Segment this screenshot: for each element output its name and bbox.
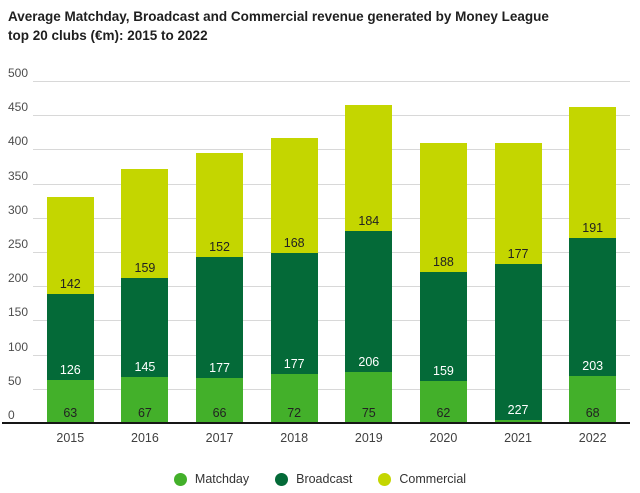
bar-segment-2020-matchday [419,380,467,423]
bar-segment-2022-matchday [569,376,617,423]
gridline-400 [33,149,630,151]
x-axis-label-2022: 2022 [578,431,607,445]
gridline-250 [33,252,630,253]
bar-label-2017-broadcast: 177 [209,360,230,375]
bar-label-2021-commercial: 177 [507,247,529,262]
bar-label-2017-matchday: 66 [212,406,227,420]
bar-label-2018-matchday: 72 [287,406,302,420]
bar-label-2016-commercial: 159 [134,260,156,275]
chart-title: Average Matchday, Broadcast and Commerci… [8,7,608,45]
bar-label-2016-matchday: 67 [137,406,152,420]
y-axis-label-200: 200 [8,271,29,286]
bar-segment-2018-matchday [270,373,318,423]
gridline-100 [33,354,630,356]
bar-label-2020-matchday: 62 [436,406,451,420]
bar-label-2018-commercial: 168 [283,235,305,250]
bar-segment-2021-matchday [494,419,542,423]
y-axis-label-50: 50 [8,373,22,388]
bar-label-2015-matchday: 63 [63,406,78,420]
bar-segment-2020-commercial [419,143,467,272]
y-axis-label-400: 400 [8,134,29,149]
bar-segment-2015-matchday [46,379,94,423]
y-axis-label-0: 0 [8,408,15,422]
x-axis-label-2015: 2015 [56,431,85,445]
bar-label-2019-broadcast: 206 [358,354,380,369]
bar-segment-2015-broadcast [46,293,94,380]
bar-segment-2017-broadcast [196,256,244,378]
bar-segment-2016-matchday [121,377,169,423]
gridline-300 [33,217,630,219]
chart-title-line2: top 20 clubs (€m): 2015 to 2022 [8,28,208,43]
bar-label-2019-matchday: 75 [361,406,376,420]
bar-segment-2018-commercial [270,137,318,253]
bar-label-2022-matchday: 68 [585,406,600,420]
gridline-150 [33,320,630,322]
gridline-500 [33,81,630,82]
y-axis-label-100: 100 [8,339,29,354]
x-axis-label-2017: 2017 [205,431,234,445]
bar-segment-2016-broadcast [121,277,169,378]
bar-label-2016-broadcast: 145 [134,360,156,375]
bar-label-2021-broadcast: 227 [507,402,529,417]
x-axis-label-2018: 2018 [280,431,309,445]
y-axis-label-450: 450 [8,100,29,115]
y-axis-label-300: 300 [8,202,29,217]
bar-segment-2017-matchday [196,377,244,423]
bar-label-2018-broadcast: 177 [283,356,305,371]
matchday-dot-icon [173,472,187,486]
bar-segment-2019-matchday [345,371,393,423]
bar-label-2022-commercial: 191 [582,220,604,235]
bar-label-2015-broadcast: 126 [59,362,81,377]
bar-segment-2021-commercial [494,143,542,265]
bar-label-2022-broadcast: 203 [582,359,604,374]
bar-segment-2018-broadcast [270,252,318,374]
y-axis-label-350: 350 [8,168,29,183]
legend-item-commercial: Commercial [378,472,466,486]
gridline-200 [33,286,630,288]
x-axis-line [2,422,630,424]
bar-segment-2021-broadcast [494,264,542,420]
gridline-350 [33,183,630,185]
bar-label-2020-broadcast: 159 [433,363,454,378]
y-axis-label-500: 500 [8,66,29,80]
bar-segment-2016-commercial [121,169,169,278]
chart-area: Average Matchday, Broadcast and Commerci… [2,7,630,445]
x-axis-label-2019: 2019 [354,431,383,445]
bar-label-2015-commercial: 142 [59,276,81,291]
bar-segment-2019-commercial [345,104,393,231]
y-axis-label-250: 250 [8,237,29,251]
bar-segment-2015-commercial [46,196,94,294]
bar-label-2020-commercial: 188 [433,254,454,269]
legend-item-broadcast: Broadcast [275,472,352,486]
bar-segment-2022-commercial [569,106,617,238]
chart-legend: Matchday Broadcast Commercial [0,468,640,490]
bar-segment-2019-broadcast [345,230,393,372]
bar-label-2017-commercial: 152 [209,239,230,254]
bar-label-2019-commercial: 184 [358,213,380,228]
x-axis-label-2021: 2021 [504,431,532,445]
broadcast-dot-icon [275,472,289,486]
legend-item-matchday: Matchday [173,472,250,486]
bar-segment-2022-broadcast [569,237,617,377]
x-axis-label-2016: 2016 [131,431,159,445]
bar-segment-2017-commercial [196,152,244,257]
legend-label-matchday: Matchday [194,472,250,486]
commercial-dot-icon [378,472,392,486]
gridline-450 [33,115,630,117]
x-axis-label-2020: 2020 [429,431,458,445]
legend-label-broadcast: Broadcast [296,472,353,486]
gridline-50 [33,388,630,390]
chart-title-line1: Average Matchday, Broadcast and Commerci… [8,9,549,24]
legend-label-commercial: Commercial [399,472,467,486]
bar-segment-2020-broadcast [419,271,467,381]
y-axis-label-150: 150 [8,305,29,320]
